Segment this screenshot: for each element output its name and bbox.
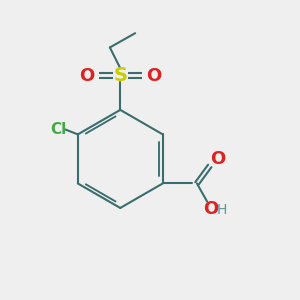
Text: Cl: Cl — [51, 122, 67, 137]
Text: O: O — [210, 150, 225, 168]
Text: O: O — [146, 67, 161, 85]
Text: O: O — [203, 200, 218, 218]
Text: O: O — [79, 67, 94, 85]
Text: S: S — [113, 66, 127, 85]
Text: H: H — [217, 203, 227, 217]
